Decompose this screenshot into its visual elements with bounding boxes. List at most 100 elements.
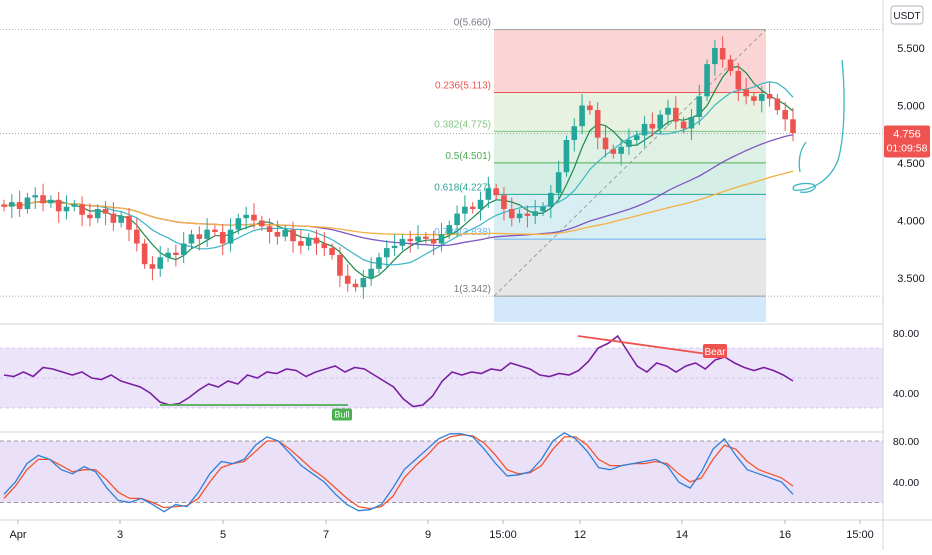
candle-body[interactable] [258, 220, 265, 227]
candle[interactable] [337, 246, 343, 288]
candle-body[interactable] [188, 234, 195, 244]
candle-body[interactable] [626, 140, 632, 147]
candle-body[interactable] [462, 206, 468, 214]
candle[interactable] [438, 222, 445, 252]
candle[interactable] [766, 82, 773, 107]
candle-body[interactable] [423, 236, 429, 239]
candle[interactable] [508, 197, 515, 227]
candle[interactable] [352, 279, 359, 292]
candle-body[interactable] [704, 64, 710, 97]
candle-body[interactable] [376, 257, 382, 269]
candle[interactable] [157, 245, 164, 277]
candle-body[interactable] [680, 121, 687, 129]
candle[interactable] [360, 269, 367, 299]
candle[interactable] [571, 118, 578, 152]
candle-body[interactable] [71, 204, 78, 207]
candle-body[interactable] [391, 245, 398, 249]
candle-body[interactable] [532, 211, 539, 216]
candle-body[interactable] [305, 237, 312, 246]
rsi-panel[interactable]: Bear Bull [0, 334, 883, 421]
candle[interactable] [344, 264, 351, 292]
candle-body[interactable] [665, 107, 671, 115]
stoch-k-line[interactable] [3, 432, 794, 513]
candle[interactable] [251, 203, 257, 229]
candle-body[interactable] [352, 283, 359, 288]
candle-body[interactable] [688, 117, 695, 129]
candle[interactable] [102, 200, 109, 226]
candle[interactable] [485, 176, 492, 208]
candle-body[interactable] [446, 225, 453, 235]
candle-body[interactable] [790, 119, 796, 134]
candle[interactable] [63, 195, 70, 220]
candle[interactable] [540, 202, 546, 216]
candle[interactable] [204, 218, 210, 247]
candle[interactable] [16, 190, 23, 218]
candle[interactable] [134, 218, 140, 252]
candle-body[interactable] [173, 252, 179, 255]
candle-body[interactable] [555, 172, 562, 193]
candle-body[interactable] [501, 195, 507, 209]
stochastic-panel[interactable] [0, 432, 883, 513]
candle[interactable] [290, 221, 296, 253]
candle-body[interactable] [735, 71, 742, 90]
candle[interactable] [399, 234, 406, 251]
candle-body[interactable] [16, 202, 23, 209]
candle[interactable] [376, 252, 382, 274]
candle-body[interactable] [516, 213, 523, 219]
candle[interactable] [751, 91, 757, 106]
candle-body[interactable] [758, 94, 765, 101]
candle[interactable] [282, 225, 289, 242]
candle-body[interactable] [571, 126, 578, 140]
candle-body[interactable] [141, 243, 148, 265]
candle-body[interactable] [9, 202, 15, 207]
candle[interactable] [423, 232, 429, 244]
candle-body[interactable] [204, 229, 210, 239]
candle-body[interactable] [102, 209, 109, 214]
candle[interactable] [555, 160, 562, 201]
candle-body[interactable] [212, 229, 218, 232]
candle[interactable] [180, 232, 187, 264]
candle[interactable] [493, 183, 499, 200]
candle[interactable] [618, 138, 624, 166]
candle-body[interactable] [274, 232, 281, 237]
candle-body[interactable] [430, 238, 437, 244]
candle[interactable] [79, 196, 85, 227]
candle[interactable] [477, 191, 484, 221]
candle[interactable] [321, 232, 328, 257]
candle-body[interactable] [282, 229, 289, 237]
candle[interactable] [305, 233, 312, 251]
candle-body[interactable] [469, 206, 476, 209]
candle[interactable] [32, 187, 39, 209]
candle-body[interactable] [524, 213, 531, 216]
candle-body[interactable] [79, 204, 85, 215]
candle[interactable] [610, 144, 617, 159]
candle[interactable] [680, 117, 687, 134]
candle[interactable] [704, 59, 710, 101]
candlestick-series[interactable] [1, 36, 796, 299]
candle-body[interactable] [227, 229, 234, 244]
candle-body[interactable] [774, 98, 781, 111]
candle-body[interactable] [157, 257, 164, 269]
candle-body[interactable] [32, 195, 39, 198]
candle-body[interactable] [485, 188, 492, 200]
candle-body[interactable] [149, 264, 156, 269]
candle[interactable] [266, 218, 273, 244]
candle-body[interactable] [657, 114, 663, 129]
candle[interactable] [24, 192, 31, 214]
candle[interactable] [790, 107, 796, 142]
candle[interactable] [110, 202, 117, 231]
candle[interactable] [274, 220, 281, 245]
candle[interactable] [712, 39, 718, 76]
candle[interactable] [633, 130, 640, 145]
candle[interactable] [141, 238, 148, 269]
candle-body[interactable] [618, 146, 624, 154]
candle-body[interactable] [508, 209, 515, 219]
candle-body[interactable] [587, 105, 593, 111]
candle-body[interactable] [602, 137, 609, 150]
candle[interactable] [94, 204, 101, 223]
candle-body[interactable] [126, 215, 132, 230]
candle[interactable] [212, 225, 218, 237]
candle-body[interactable] [63, 206, 70, 212]
candle-body[interactable] [493, 188, 499, 196]
candle-body[interactable] [344, 275, 351, 284]
